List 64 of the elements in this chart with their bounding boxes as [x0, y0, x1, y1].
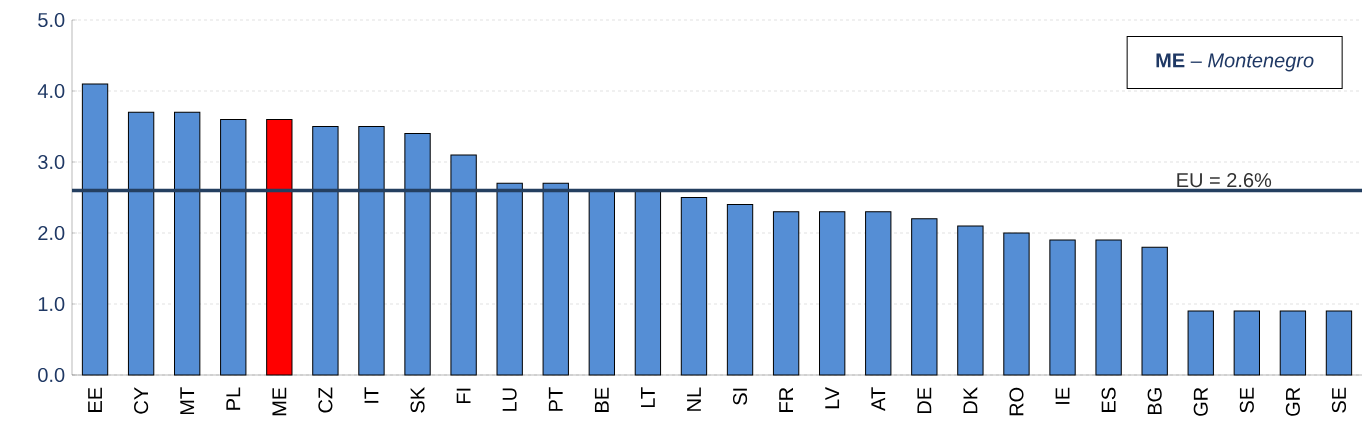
bar — [588, 189, 615, 376]
x-tick-label: AT — [871, 387, 886, 411]
bar — [1049, 239, 1076, 376]
bar — [957, 225, 984, 376]
bar — [865, 211, 892, 376]
bar — [1141, 246, 1168, 376]
x-tick-label: GR — [1193, 387, 1208, 416]
bar — [450, 154, 477, 376]
x-tick-label: LT — [641, 387, 655, 408]
y-tick-label: 0.0 — [38, 367, 65, 383]
x-tick-label: PT — [548, 387, 563, 411]
x-tick-label: EE — [88, 387, 102, 412]
bar — [312, 126, 339, 376]
bar — [819, 211, 846, 376]
bar — [358, 126, 385, 376]
bar — [266, 118, 293, 376]
bar — [81, 83, 109, 376]
x-tick-label: BG — [1147, 388, 1162, 415]
x-tick-label: DE — [917, 387, 932, 413]
x-tick-label: CY — [134, 387, 149, 414]
bar — [772, 211, 800, 376]
y-tick-label: 4.0 — [37, 83, 65, 99]
bar — [726, 204, 754, 376]
x-tick-label: FI — [456, 388, 471, 403]
y-tick-label: 1.0 — [38, 296, 65, 312]
bar — [680, 197, 708, 376]
ref-line-label: EU = 2.6% — [1177, 173, 1272, 188]
x-tick-label: FR — [779, 387, 793, 412]
x-tick-label: DK — [963, 387, 978, 413]
bar — [911, 218, 938, 376]
x-tick-label: SK — [410, 387, 425, 413]
y-tick-label: 2.0 — [38, 225, 65, 241]
x-tick-label: IT — [364, 387, 379, 403]
bar — [220, 118, 247, 376]
bar — [1095, 239, 1122, 376]
x-tick-label: GR — [1285, 387, 1300, 416]
x-tick-label: SE — [1239, 387, 1254, 413]
x-tick-label: MT — [180, 387, 195, 415]
bar — [1003, 232, 1030, 376]
x-tick-label: ES — [1101, 387, 1116, 412]
x-tick-label: SI — [732, 388, 748, 405]
x-tick-label: LU — [502, 388, 517, 411]
x-tick-label: ME — [272, 387, 287, 416]
bar — [1187, 310, 1214, 376]
x-tick-label: BE — [594, 387, 609, 412]
x-tick-label: PL — [226, 387, 241, 410]
x-tick-label: IE — [1055, 387, 1070, 404]
bar — [174, 111, 201, 376]
bar — [634, 189, 662, 376]
x-tick-label: SE — [1331, 387, 1347, 413]
bar — [1325, 310, 1353, 376]
x-tick-label: NL — [687, 387, 701, 411]
bar — [496, 182, 523, 376]
x-tick-label: LV — [825, 386, 840, 409]
bar — [1233, 310, 1260, 376]
bar — [404, 133, 431, 376]
y-tick-label: 5.0 — [38, 12, 65, 28]
x-tick-label: CZ — [318, 387, 333, 413]
annotation: ME – Montenegro — [1156, 53, 1314, 72]
bar — [127, 111, 155, 376]
bar — [1279, 310, 1307, 376]
bar — [542, 182, 569, 376]
x-tick-label: RO — [1009, 387, 1024, 416]
y-tick-label: 3.0 — [38, 154, 65, 170]
